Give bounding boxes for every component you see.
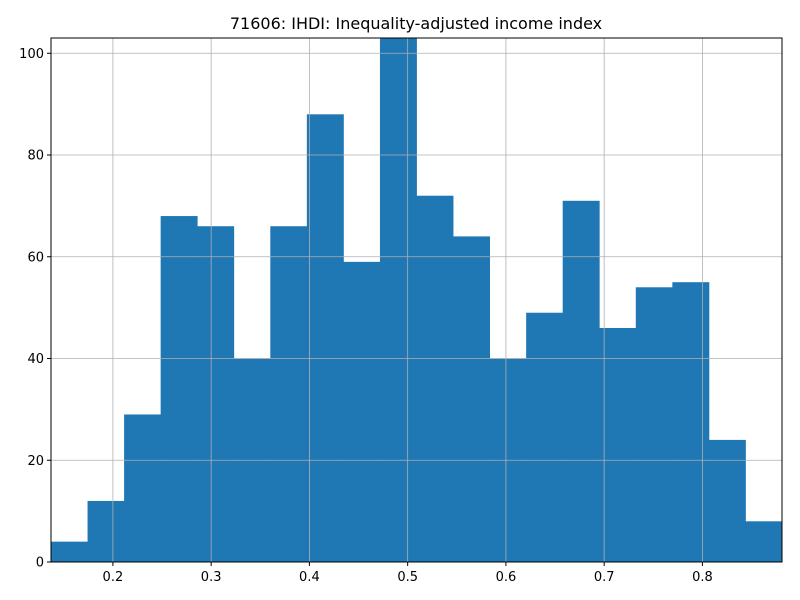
chart-title: 71606: IHDI: Inequality-adjusted income …: [230, 14, 602, 33]
histogram-bar: [306, 114, 344, 563]
histogram-bar: [453, 236, 490, 562]
x-tick-label: 0.8: [692, 570, 713, 585]
y-tick-label: 60: [27, 250, 44, 265]
histogram-bar: [745, 521, 783, 562]
histogram-bar: [343, 261, 381, 562]
histogram-bar: [599, 327, 637, 562]
y-tick-label: 80: [27, 149, 44, 164]
x-axis-ticks: 0.2 0.3 0.4 0.5 0.6 0.7 0.8: [103, 562, 713, 585]
histogram-bar: [562, 200, 600, 562]
x-tick-label: 0.4: [299, 570, 320, 585]
y-axis-ticks: 0 20 40 60 80 100: [19, 47, 51, 571]
histogram-bar: [124, 414, 162, 562]
histogram-bar: [672, 282, 710, 562]
histogram-bar: [416, 195, 454, 562]
histogram-bar: [51, 541, 88, 562]
histogram-bar: [87, 500, 125, 562]
y-tick-label: 40: [27, 352, 44, 367]
x-tick-label: 0.6: [496, 570, 517, 585]
axes: [50, 37, 783, 563]
y-tick-label: 0: [36, 556, 44, 571]
histogram-bar: [379, 38, 417, 562]
histogram-bar: [526, 312, 564, 562]
x-tick-label: 0.7: [594, 570, 615, 585]
histogram-bar: [197, 226, 235, 562]
x-tick-label: 0.2: [103, 570, 124, 585]
y-tick-label: 100: [19, 47, 44, 62]
histogram-bar: [635, 287, 673, 562]
histogram-bars: [51, 38, 783, 563]
x-tick-label: 0.5: [397, 570, 418, 585]
y-tick-label: 20: [27, 454, 44, 469]
x-tick-label: 0.3: [201, 570, 222, 585]
histogram-bar: [708, 439, 746, 562]
histogram-bar: [160, 216, 198, 562]
histogram-bar: [270, 226, 308, 562]
plot-frame: [50, 37, 783, 563]
